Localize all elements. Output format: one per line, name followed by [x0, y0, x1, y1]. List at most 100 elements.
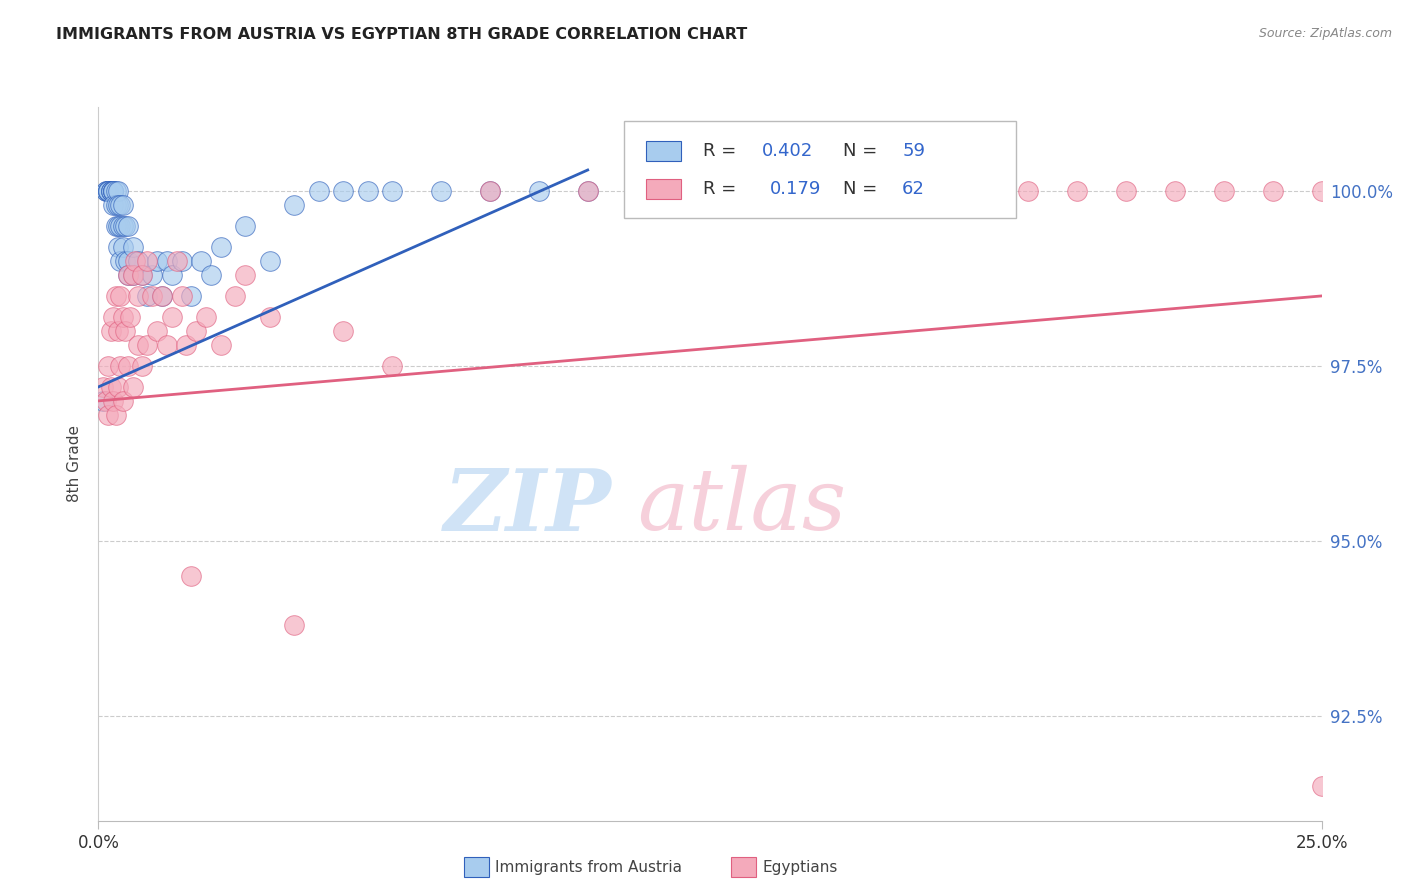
Point — [156, 254, 179, 268]
Point — [97, 184, 120, 198]
Point — [100, 184, 122, 198]
Point — [100, 324, 122, 338]
Point — [104, 219, 127, 233]
Point — [100, 184, 122, 198]
Point — [209, 240, 232, 254]
Point — [1066, 184, 1088, 198]
Point — [967, 184, 990, 198]
Point — [104, 184, 127, 198]
Point — [381, 184, 404, 198]
Point — [233, 268, 256, 282]
Point — [150, 289, 173, 303]
Point — [121, 240, 143, 254]
Point — [821, 184, 844, 198]
Point — [97, 359, 120, 373]
Point — [104, 289, 127, 303]
Point — [117, 219, 139, 233]
Point — [576, 184, 599, 198]
Point — [127, 289, 149, 303]
Text: Immigrants from Austria: Immigrants from Austria — [495, 860, 682, 874]
Point — [97, 408, 120, 422]
Point — [97, 184, 120, 198]
Point — [332, 324, 354, 338]
Point — [180, 289, 202, 303]
Text: Source: ZipAtlas.com: Source: ZipAtlas.com — [1258, 27, 1392, 40]
Point — [107, 324, 129, 338]
Point — [101, 184, 124, 198]
Point — [131, 359, 153, 373]
Point — [111, 310, 134, 324]
Point — [1261, 184, 1284, 198]
Point — [146, 254, 169, 268]
Point — [117, 268, 139, 282]
Point — [101, 393, 124, 408]
Y-axis label: 8th Grade: 8th Grade — [67, 425, 83, 502]
Point — [180, 568, 202, 582]
Point — [141, 268, 163, 282]
Point — [166, 254, 188, 268]
Point — [146, 324, 169, 338]
Point — [120, 310, 142, 324]
Point — [356, 184, 378, 198]
Point — [920, 184, 942, 198]
Point — [136, 289, 159, 303]
Point — [430, 184, 453, 198]
Point — [110, 289, 132, 303]
Text: IMMIGRANTS FROM AUSTRIA VS EGYPTIAN 8TH GRADE CORRELATION CHART: IMMIGRANTS FROM AUSTRIA VS EGYPTIAN 8TH … — [56, 27, 748, 42]
Point — [1115, 184, 1137, 198]
Point — [104, 408, 127, 422]
Point — [131, 268, 153, 282]
Text: ZIP: ZIP — [444, 465, 612, 549]
Point — [101, 184, 124, 198]
Point — [94, 184, 117, 198]
Point — [259, 254, 281, 268]
Point — [160, 268, 183, 282]
Point — [209, 338, 232, 352]
Point — [100, 184, 122, 198]
Point — [121, 380, 143, 394]
Point — [1164, 184, 1187, 198]
FancyBboxPatch shape — [624, 121, 1015, 218]
Point — [117, 359, 139, 373]
Point — [136, 254, 159, 268]
Point — [121, 268, 143, 282]
Text: N =: N = — [844, 143, 883, 161]
Point — [576, 184, 599, 198]
Point — [160, 310, 183, 324]
Point — [170, 289, 193, 303]
Point — [124, 254, 146, 268]
Point — [101, 310, 124, 324]
Point — [136, 338, 159, 352]
Point — [332, 184, 354, 198]
Point — [94, 184, 117, 198]
Point — [195, 310, 218, 324]
Point — [110, 219, 132, 233]
Point — [101, 198, 124, 212]
Point — [94, 393, 117, 408]
Point — [117, 254, 139, 268]
Point — [111, 219, 134, 233]
Text: R =: R = — [703, 143, 742, 161]
Point — [107, 380, 129, 394]
Point — [772, 184, 794, 198]
Point — [170, 254, 193, 268]
Point — [107, 219, 129, 233]
Point — [1310, 779, 1333, 793]
Point — [186, 324, 208, 338]
Point — [114, 254, 136, 268]
Point — [110, 359, 132, 373]
Text: N =: N = — [844, 180, 883, 198]
Point — [101, 184, 124, 198]
Point — [111, 240, 134, 254]
Point — [224, 289, 246, 303]
Point — [259, 310, 281, 324]
Text: Egyptians: Egyptians — [762, 860, 838, 874]
Point — [190, 254, 212, 268]
Point — [527, 184, 550, 198]
FancyBboxPatch shape — [647, 179, 681, 199]
Point — [97, 184, 120, 198]
Point — [110, 254, 132, 268]
Point — [156, 338, 179, 352]
Point — [141, 289, 163, 303]
Point — [127, 254, 149, 268]
